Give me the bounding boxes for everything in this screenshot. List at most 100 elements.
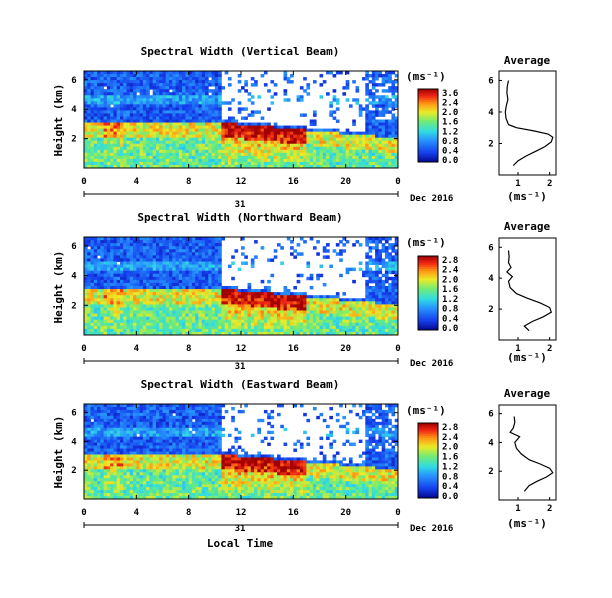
heatmap-cell (149, 261, 154, 265)
heatmap-cell (218, 319, 222, 324)
heatmap-cell (185, 122, 190, 126)
heatmap-cell (188, 146, 193, 151)
heatmap-cell (152, 264, 157, 269)
heatmap-cell (159, 146, 163, 151)
heatmap-cell (273, 158, 278, 163)
heatmap-cell (185, 164, 190, 169)
heatmap-cell (146, 164, 150, 169)
heatmap-cell (267, 89, 271, 93)
heatmap-cell (195, 77, 199, 81)
heatmap-cell (244, 146, 248, 151)
heatmap-cell (139, 113, 144, 117)
heatmap-cell (106, 249, 111, 253)
heatmap-cell (316, 325, 320, 330)
heatmap-cell (247, 292, 252, 296)
heatmap-cell (381, 331, 386, 336)
heatmap-cell (159, 140, 163, 145)
colorbar-swatch (418, 283, 438, 287)
heatmap-cell (378, 158, 383, 163)
heatmap-cell (342, 164, 347, 169)
heatmap-cell (84, 469, 88, 473)
heatmap-cell (208, 282, 212, 287)
heatmap-cell (237, 158, 242, 163)
heatmap-cell (113, 328, 118, 333)
heatmap-cell (123, 258, 127, 262)
heatmap-cell (84, 430, 88, 435)
heatmap-cell (139, 137, 144, 142)
heatmap-cell (250, 307, 255, 311)
heatmap-cell (169, 261, 173, 265)
heatmap-cell (113, 116, 118, 120)
heatmap-cell (84, 484, 88, 488)
heatmap-cell (191, 264, 196, 269)
heatmap-cell (211, 92, 216, 96)
heatmap-cell (326, 158, 330, 163)
heatmap-cell (175, 86, 180, 90)
heatmap-cell (384, 279, 389, 284)
heatmap-cell (391, 331, 396, 336)
heatmap-cell (280, 125, 284, 129)
heatmap-cell (358, 149, 363, 154)
heatmap-cell (362, 325, 366, 330)
heatmap-cell (283, 292, 288, 296)
heatmap-cell (293, 286, 297, 290)
heatmap-cell (339, 258, 343, 262)
heatmap-cell (188, 313, 193, 318)
heatmap-cell (146, 95, 150, 99)
heatmap-cell (306, 92, 311, 96)
heatmap-cell (312, 304, 317, 308)
heatmap-cell (368, 74, 373, 78)
heatmap-cell (142, 155, 147, 160)
heatmap-cell (218, 92, 222, 96)
heatmap-cell (142, 149, 147, 154)
heatmap-cell (293, 295, 297, 299)
heatmap-cell (299, 319, 304, 324)
heatmap-cell (198, 134, 203, 139)
heatmap-cell (84, 496, 88, 500)
heatmap-cell (286, 149, 291, 154)
heatmap-cell (355, 152, 360, 157)
heatmap-cell (381, 258, 386, 262)
heatmap-cell (136, 279, 140, 284)
heatmap-cell (358, 328, 363, 333)
heatmap-cell (84, 131, 88, 136)
heatmap-cell (100, 71, 105, 75)
heatmap-cell (391, 143, 396, 148)
heatmap-cell (342, 237, 347, 241)
heatmap-cell (214, 252, 219, 256)
heatmap-cell (286, 237, 291, 241)
heatmap-cell (172, 267, 176, 272)
heatmap-cell (172, 292, 176, 296)
heatmap-cell (126, 310, 131, 314)
heatmap-cell (293, 310, 297, 314)
heatmap-cell (198, 279, 203, 284)
heatmap-cell (93, 298, 98, 302)
heatmap-cell (175, 273, 180, 278)
heatmap-cell (149, 80, 154, 84)
heatmap-cell (348, 328, 353, 333)
heatmap-cell (322, 146, 327, 151)
heatmap-cell (375, 267, 379, 272)
heatmap-cell (106, 243, 111, 247)
heatmap-cell (90, 404, 95, 408)
heatmap-cell (90, 252, 95, 256)
heatmap-cell (142, 92, 147, 96)
heatmap-cell (119, 252, 124, 256)
heatmap-cell (149, 292, 154, 296)
heatmap-cell (110, 80, 114, 84)
heatmap-cell (345, 267, 350, 272)
heatmap-cell (299, 316, 304, 321)
heatmap-cell (136, 146, 140, 151)
heatmap-cell (152, 298, 157, 302)
heatmap-cell (152, 143, 157, 148)
heatmap-cell (159, 95, 163, 99)
heatmap-cell (394, 86, 399, 90)
heatmap-cell (299, 328, 304, 333)
heatmap-cell (195, 310, 199, 314)
colorbar-swatch (418, 103, 438, 106)
heatmap-cell (326, 155, 330, 160)
heatmap-cell (185, 125, 190, 129)
heatmap-cell (162, 273, 167, 278)
heatmap-cell (142, 276, 147, 281)
heatmap-cell (119, 128, 124, 133)
